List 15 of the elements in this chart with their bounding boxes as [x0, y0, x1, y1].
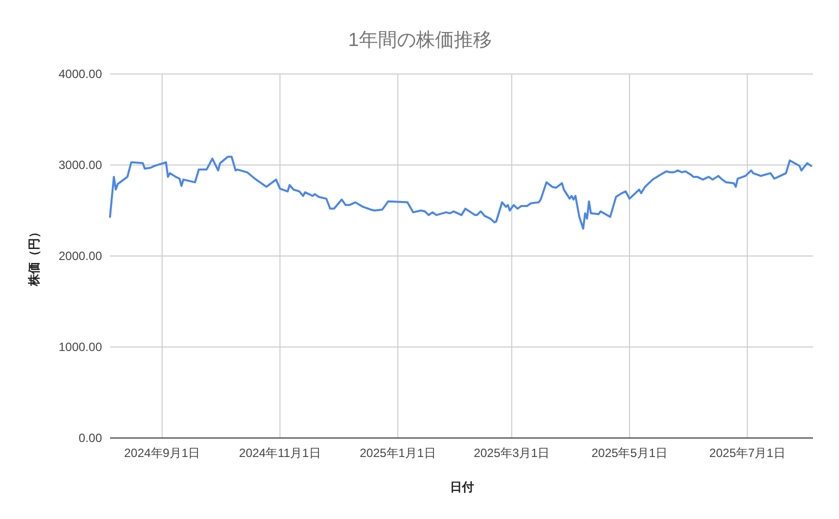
- y-axis-title: 株価（円）: [27, 226, 41, 287]
- x-tick-label: 2024年9月1日: [124, 446, 200, 460]
- x-tick-label: 2025年7月1日: [709, 446, 786, 460]
- chart-title: 1年間の株価推移: [348, 30, 492, 51]
- x-tick-label: 2025年1月1日: [360, 446, 436, 460]
- line-series: [109, 156, 812, 230]
- y-tick-label: 1000.00: [58, 340, 102, 354]
- y-tick-label: 0.00: [78, 431, 102, 445]
- y-tick-label: 4000.00: [58, 67, 102, 81]
- y-tick-label: 2000.00: [58, 249, 102, 263]
- x-tick-label: 2025年3月1日: [474, 446, 550, 460]
- x-tick-label: 2024年11月1日: [239, 446, 321, 460]
- x-tick-label: 2025年5月1日: [592, 446, 668, 460]
- x-axis-title: 日付: [450, 480, 474, 494]
- y-tick-label: 3000.00: [58, 158, 102, 172]
